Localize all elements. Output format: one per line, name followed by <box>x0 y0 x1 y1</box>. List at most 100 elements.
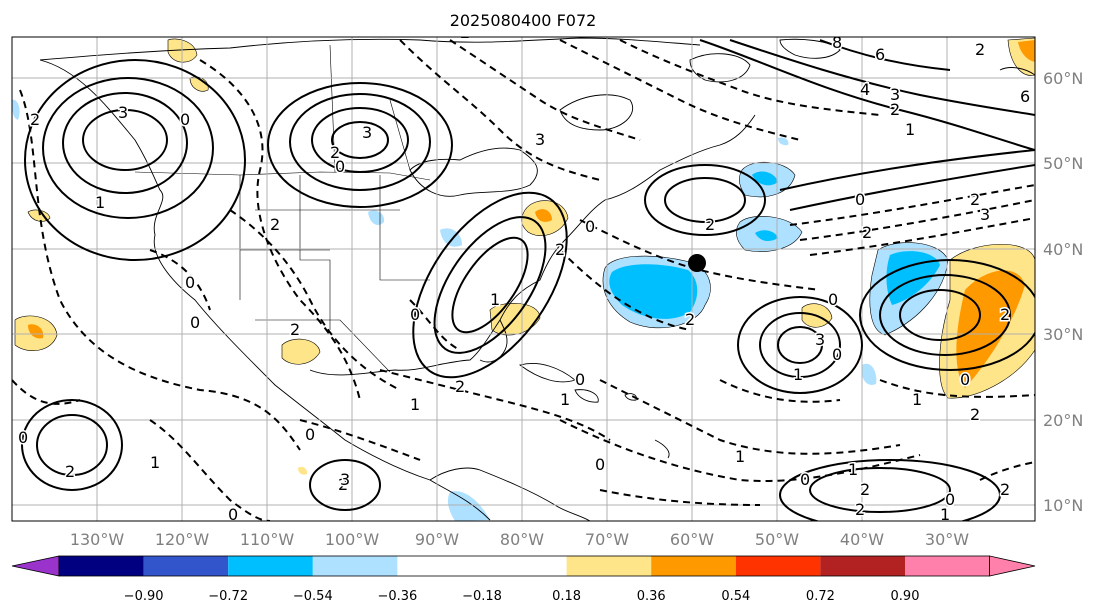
lon-label: 50°W <box>755 530 799 549</box>
colorbar-swatch <box>228 556 313 576</box>
contour-label: 2 <box>30 110 40 129</box>
contour-label: 0 <box>855 190 865 209</box>
contour-label: 0 <box>190 313 200 332</box>
latitude-labels: 60°N 50°N 40°N 30°N 20°N 10°N <box>1043 69 1083 515</box>
lon-label: 30°W <box>925 530 969 549</box>
lon-label: 80°W <box>500 530 544 549</box>
colorbar-swatch <box>143 556 229 576</box>
contour-label: 2 <box>338 475 348 494</box>
coastlines <box>39 37 1035 521</box>
contour-label: 2 <box>555 240 565 259</box>
contour-label: 2 <box>685 310 695 329</box>
contour-label: 1 <box>940 505 950 524</box>
lat-label: 30°N <box>1043 325 1083 344</box>
contour-label: 8 <box>832 33 842 52</box>
map-frame <box>11 36 1036 522</box>
contour-label: 0 <box>832 345 842 364</box>
lon-label: 130°W <box>70 530 125 549</box>
contour-label: 1 <box>410 395 420 414</box>
contour-label: 2 <box>1000 480 1010 499</box>
location-marker <box>688 254 706 272</box>
contour-label: 1 <box>490 290 500 309</box>
map-title: 2025080400 F072 <box>450 11 597 30</box>
contour-label: 3 <box>815 330 825 349</box>
colorbar-swatch <box>312 556 398 576</box>
lon-label: 40°W <box>840 530 884 549</box>
lon-label: 100°W <box>325 530 380 549</box>
contour-label: 3 <box>118 103 128 122</box>
contour-label: 2 <box>290 320 300 339</box>
contour-label: 3 <box>980 205 990 224</box>
contour-label: 0 <box>960 370 970 389</box>
colorbar-swatch <box>735 556 821 576</box>
lat-label: 40°N <box>1043 240 1083 259</box>
lat-label: 50°N <box>1043 154 1083 173</box>
colorbar-tick: 0.72 <box>806 589 835 604</box>
longitude-labels: 130°W 120°W 110°W 100°W 90°W 80°W 70°W 6… <box>70 530 969 549</box>
contour-label: 0 <box>305 425 315 444</box>
contour-label: 6 <box>875 45 885 64</box>
lat-label: 10°N <box>1043 496 1083 515</box>
lon-label: 60°W <box>670 530 714 549</box>
contours <box>12 39 1035 521</box>
contour-label: 4 <box>860 80 870 99</box>
contour-label: 3 <box>362 123 372 142</box>
lon-label: 90°W <box>415 530 459 549</box>
colorbar-extend-min <box>11 555 60 577</box>
colorbar-tick: 0.90 <box>891 589 920 604</box>
colorbar-swatch <box>905 556 990 576</box>
lon-label: 70°W <box>585 530 629 549</box>
contour-label: 2 <box>330 143 340 162</box>
colorbar-swatch <box>397 556 567 576</box>
contour-label: 0 <box>800 470 810 489</box>
contour-label: 2 <box>890 100 900 119</box>
colorbar-outline <box>58 555 990 577</box>
colorbar-tick: −0.18 <box>462 589 502 604</box>
colorbar-swatch <box>566 556 652 576</box>
lat-label: 20°N <box>1043 411 1083 430</box>
colorbar-tick: −0.54 <box>293 589 333 604</box>
contour-label: 1 <box>905 120 915 139</box>
anomaly-shading <box>12 37 1035 521</box>
contour-label: 0 <box>228 505 238 524</box>
contour-label: 1 <box>95 193 105 212</box>
contour-label: 3 <box>340 470 350 489</box>
colorbar-tick: −0.90 <box>124 589 164 604</box>
contour-label: 0 <box>335 157 345 176</box>
contour-label: 2 <box>862 223 872 242</box>
contour-label: 0 <box>185 273 195 292</box>
colorbar-tick: 0.36 <box>637 589 666 604</box>
contour-label: 1 <box>735 447 745 466</box>
colorbar: −0.90 −0.72 −0.54 −0.36 −0.18 0.18 0.36 … <box>11 555 1036 604</box>
contour-label: 1 <box>793 365 803 384</box>
contour-label: 2 <box>970 190 980 209</box>
contour-label: 0 <box>410 305 420 324</box>
colorbar-swatch <box>820 556 905 576</box>
colorbar-tick: 0.18 <box>552 589 581 604</box>
colorbar-extend-max <box>989 555 1036 577</box>
colorbar-swatch <box>651 556 736 576</box>
contour-label: 2 <box>455 377 465 396</box>
contour-label: 1 <box>150 453 160 472</box>
lon-label: 110°W <box>240 530 295 549</box>
colorbar-tick: −0.72 <box>208 589 248 604</box>
contour-label: 6 <box>1020 87 1030 106</box>
contour-label: 2 <box>460 23 470 42</box>
contour-labels: 3 0 2 1 2 0 3 2 2 0 3 6 8 4 2 6 3 2 1 0 … <box>17 23 1032 524</box>
contour-label: 0 <box>945 490 955 509</box>
contour-label: 2 <box>1000 305 1010 324</box>
borders <box>134 44 431 373</box>
colorbar-tick: −0.36 <box>377 589 417 604</box>
contour-label: 1 <box>848 460 858 479</box>
colorbar-swatch <box>59 556 144 576</box>
contour-label: 2 <box>270 215 280 234</box>
contour-label: 2 <box>705 215 715 234</box>
colorbar-tick: 0.54 <box>721 589 750 604</box>
contour-label: 0 <box>18 428 28 447</box>
contour-label: 1 <box>560 390 570 409</box>
contour-label: 2 <box>855 500 865 519</box>
contour-label: 0 <box>828 290 838 309</box>
lon-label: 120°W <box>155 530 210 549</box>
contour-label: 0 <box>585 217 595 236</box>
contour-label: 2 <box>860 480 870 499</box>
